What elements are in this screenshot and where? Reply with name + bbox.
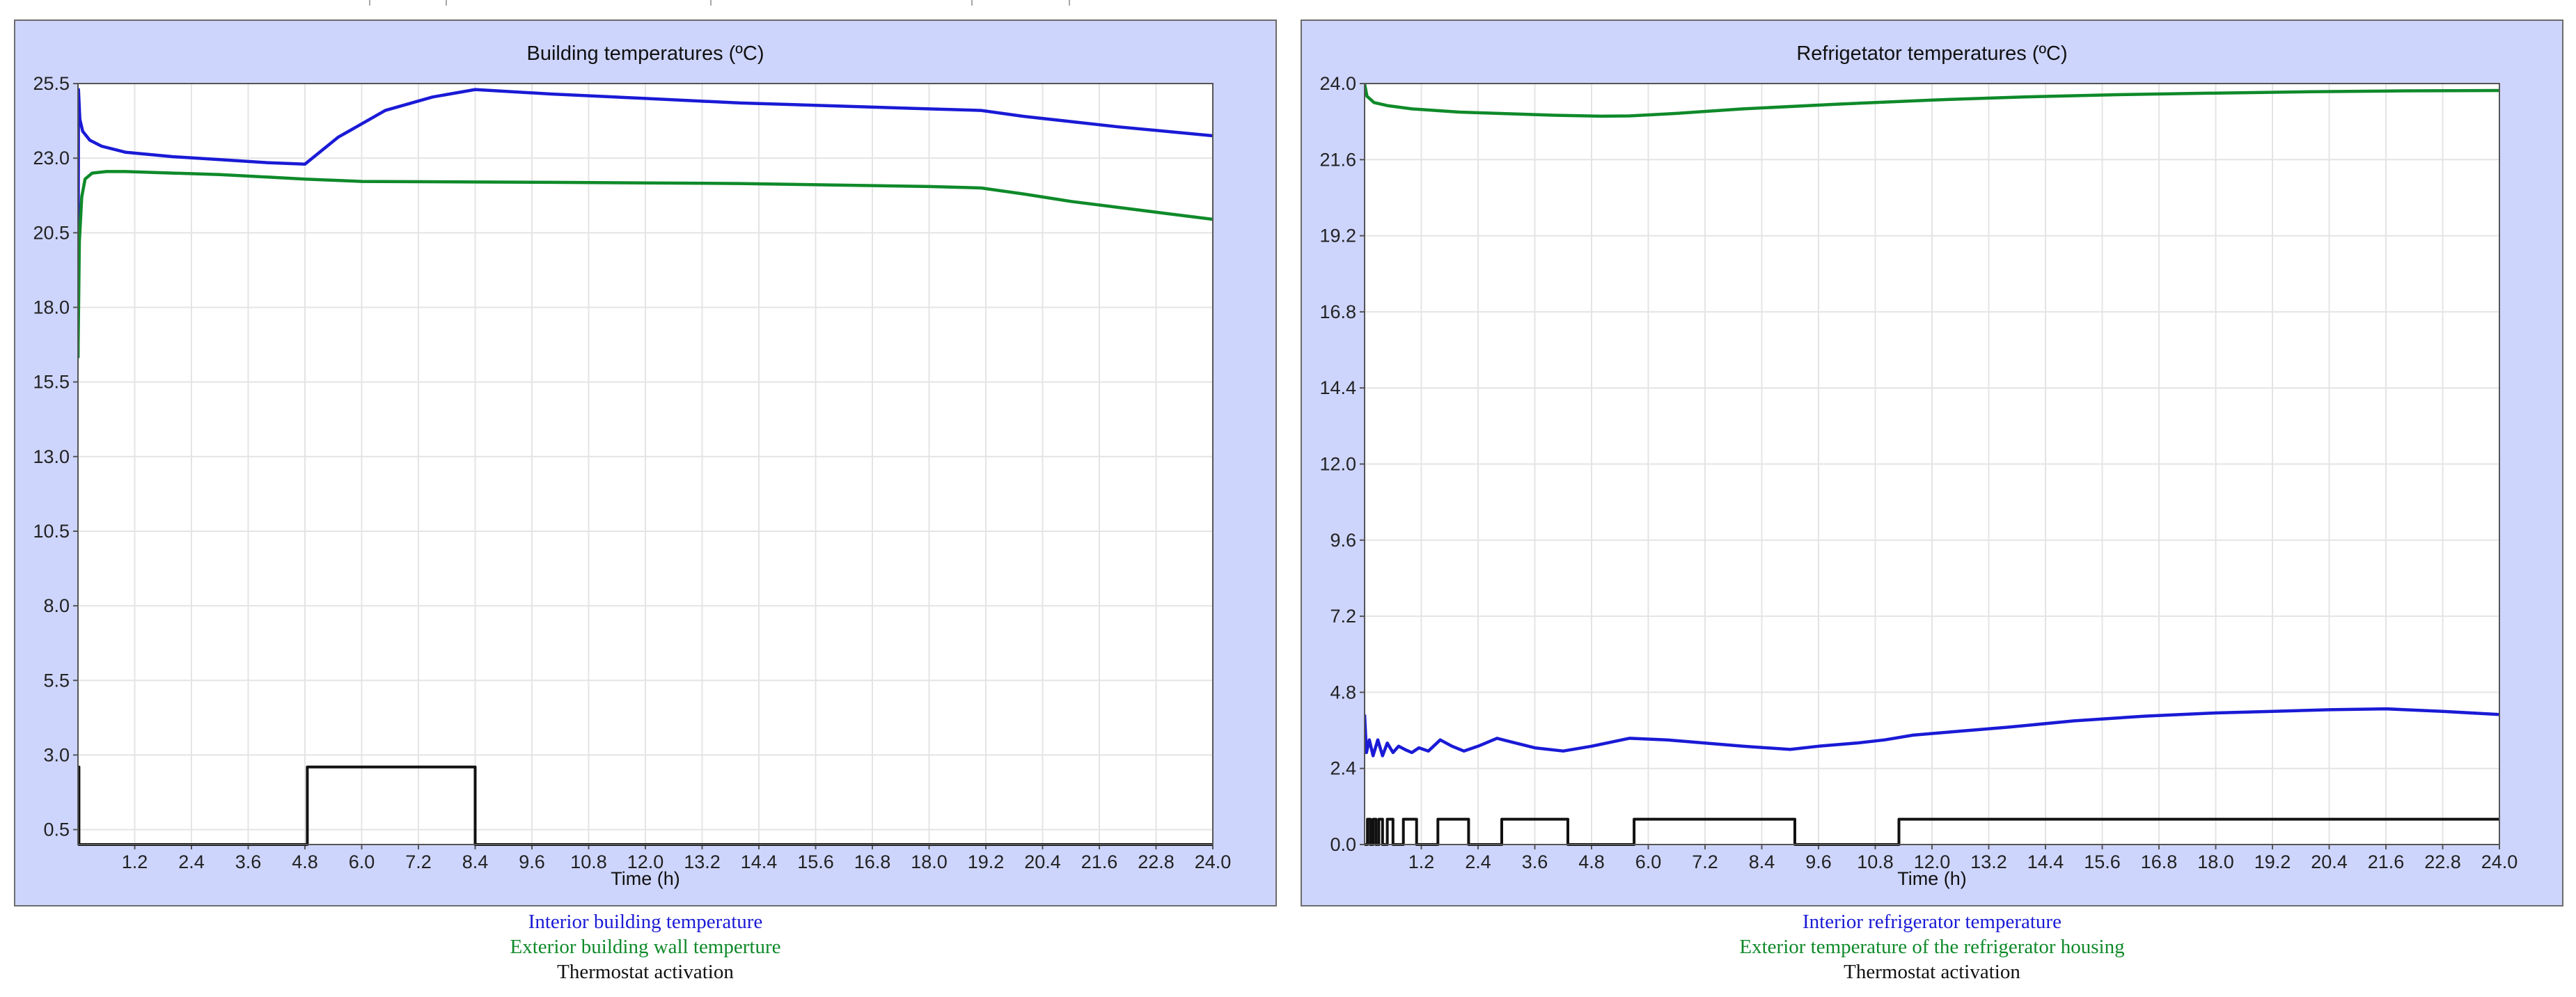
y-tick-label: 9.6 bbox=[1330, 530, 1356, 551]
x-tick-label: 20.4 bbox=[2311, 851, 2348, 872]
x-tick-label: 1.2 bbox=[122, 851, 148, 872]
x-tick-label: 21.6 bbox=[2368, 851, 2405, 872]
x-axis-label: Time (h) bbox=[1897, 868, 1967, 889]
legend-item-interior: Interior refrigerator temperature bbox=[1803, 911, 2061, 933]
x-tick-label: 10.8 bbox=[570, 851, 607, 872]
x-tick-label: 20.4 bbox=[1024, 851, 1061, 872]
legend-item-exterior: Exterior building wall temperture bbox=[510, 936, 781, 958]
y-tick-label: 0.5 bbox=[43, 819, 70, 840]
y-tick-label: 21.6 bbox=[1319, 149, 1356, 170]
x-tick-label: 2.4 bbox=[1465, 851, 1491, 872]
top-strip-mark bbox=[1069, 0, 1070, 6]
x-tick-label: 3.6 bbox=[235, 851, 262, 872]
series-line-exterior bbox=[1364, 83, 2500, 118]
x-tick-label: 24.0 bbox=[1195, 851, 1232, 872]
x-tick-label: 7.2 bbox=[405, 851, 432, 872]
y-tick-label: 4.8 bbox=[1330, 682, 1356, 702]
x-tick-label: 3.6 bbox=[1522, 851, 1548, 872]
x-tick-label: 1.2 bbox=[1408, 851, 1435, 872]
y-tick-label: 12.0 bbox=[1319, 454, 1356, 475]
top-strip-mark bbox=[971, 0, 973, 6]
x-tick-label: 13.2 bbox=[1970, 851, 2007, 872]
top-strip-mark bbox=[710, 0, 712, 6]
y-tick-label: 2.4 bbox=[1330, 758, 1356, 779]
series-line-thermostat bbox=[1365, 817, 2499, 846]
series-group bbox=[1364, 83, 2500, 846]
y-tick-label: 23.0 bbox=[33, 148, 70, 168]
x-tick-label: 19.2 bbox=[968, 851, 1005, 872]
building-legend: Interior building temperature Exterior b… bbox=[14, 909, 1277, 984]
x-tick-label: 4.8 bbox=[1578, 851, 1605, 872]
x-tick-label: 12.0 bbox=[1914, 851, 1951, 872]
x-tick-label: 13.2 bbox=[684, 851, 721, 872]
series-line-interior bbox=[1364, 707, 2500, 757]
y-tick-label: 8.0 bbox=[43, 595, 70, 616]
y-tick-label: 25.5 bbox=[33, 73, 70, 94]
y-tick-label: 24.0 bbox=[1319, 73, 1356, 94]
building-chart-svg: Building temperatures (ºC) 1.2 2.4 3.6 4.8 6.… bbox=[33, 42, 1232, 889]
x-tick-label: 21.6 bbox=[1081, 851, 1118, 872]
x-tick-label: 18.0 bbox=[911, 851, 948, 872]
top-strip bbox=[0, 0, 2576, 8]
x-tick-label: 7.2 bbox=[1692, 851, 1718, 872]
y-tick-label: 0.0 bbox=[1330, 834, 1356, 855]
y-tick-label: 19.2 bbox=[1319, 226, 1356, 246]
x-tick-label: 18.0 bbox=[2197, 851, 2234, 872]
y-tick-label: 5.5 bbox=[43, 670, 70, 691]
chart-title: Building temperatures (ºC) bbox=[526, 42, 764, 65]
y-tick-label: 7.2 bbox=[1330, 606, 1356, 627]
x-tick-label: 16.8 bbox=[854, 851, 891, 872]
legend-item-thermostat: Thermostat activation bbox=[1844, 961, 2020, 983]
y-tick-label: 3.0 bbox=[43, 744, 70, 765]
refrigerator-legend: Interior refrigerator temperature Exteri… bbox=[1301, 909, 2563, 984]
y-tick-label: 14.4 bbox=[1319, 377, 1356, 398]
x-tick-label: 2.4 bbox=[178, 851, 205, 872]
x-tick-label: 12.0 bbox=[627, 851, 664, 872]
top-strip-mark bbox=[446, 0, 447, 6]
legend-item-interior: Interior building temperature bbox=[528, 911, 763, 933]
top-strip-mark bbox=[369, 0, 370, 6]
refrigerator-temperatures-chart: Refrigetator temperatures (ºC) 1.2 2.4 3.6 4… bbox=[1301, 19, 2563, 906]
plot-border bbox=[1364, 83, 2500, 845]
y-tick-label: 10.5 bbox=[33, 521, 70, 542]
x-axis-label: Time (h) bbox=[611, 868, 680, 889]
y-tick-label: 20.5 bbox=[33, 222, 70, 243]
x-tick-label: 6.0 bbox=[1635, 851, 1662, 872]
y-tick-label: 18.0 bbox=[33, 297, 70, 317]
legend-item-exterior: Exterior temperature of the refrigerator… bbox=[1739, 936, 2125, 958]
y-tick-label: 16.8 bbox=[1319, 301, 1356, 322]
plot-border bbox=[77, 83, 1214, 845]
x-tick-label: 24.0 bbox=[2481, 851, 2518, 872]
x-tick-label: 15.6 bbox=[2084, 851, 2121, 872]
y-tick-label: 15.5 bbox=[33, 372, 70, 393]
x-tick-label: 22.8 bbox=[2424, 851, 2461, 872]
legend-item-thermostat: Thermostat activation bbox=[557, 961, 734, 983]
refrigerator-chart-svg: Refrigetator temperatures (ºC) 1.2 2.4 3.6 4… bbox=[1319, 42, 2518, 889]
x-tick-label: 22.8 bbox=[1138, 851, 1175, 872]
y-tick-label: 13.0 bbox=[33, 446, 70, 467]
x-tick-label: 8.4 bbox=[1749, 851, 1775, 872]
series-line-interior bbox=[77, 88, 1214, 359]
x-tick-label: 15.6 bbox=[797, 851, 834, 872]
x-tick-label: 16.8 bbox=[2141, 851, 2178, 872]
x-tick-label: 6.0 bbox=[349, 851, 375, 872]
x-tick-label: 14.4 bbox=[2027, 851, 2064, 872]
chart-title: Refrigetator temperatures (ºC) bbox=[1796, 42, 2067, 65]
building-temperatures-chart: Building temperatures (ºC) 1.2 2.4 3.6 4.8 6.… bbox=[14, 19, 1277, 906]
x-tick-label: 19.2 bbox=[2254, 851, 2291, 872]
x-tick-label: 10.8 bbox=[1857, 851, 1894, 872]
x-tick-label: 4.8 bbox=[292, 851, 318, 872]
x-tick-label: 8.4 bbox=[462, 851, 489, 872]
x-tick-label: 14.4 bbox=[741, 851, 778, 872]
x-tick-label: 9.6 bbox=[1805, 851, 1832, 872]
x-tick-label: 9.6 bbox=[519, 851, 545, 872]
series-line-exterior bbox=[77, 170, 1214, 359]
